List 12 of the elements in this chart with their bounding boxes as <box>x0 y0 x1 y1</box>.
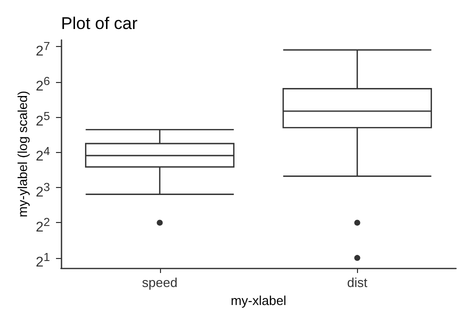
y-axis-title: my-ylabel (log scaled) <box>15 90 30 218</box>
y-tick-label: 2$^{1}$ <box>36 250 50 270</box>
x-tick-label: dist <box>347 275 368 290</box>
x-axis-title: my-xlabel <box>230 292 286 308</box>
y-tick-label: 2$^{6}$ <box>36 74 50 94</box>
y-tick-label: 2$^{5}$ <box>36 109 50 129</box>
chart-title: Plot of car <box>61 14 138 33</box>
y-tick-label: 2$^{7}$ <box>36 38 50 58</box>
x-tick-label: speed <box>142 275 178 290</box>
y-tick-label: 2$^{3}$ <box>36 180 50 200</box>
y-tick-label: 2$^{4}$ <box>36 144 50 164</box>
y-tick-label: 2$^{2}$ <box>36 214 50 234</box>
